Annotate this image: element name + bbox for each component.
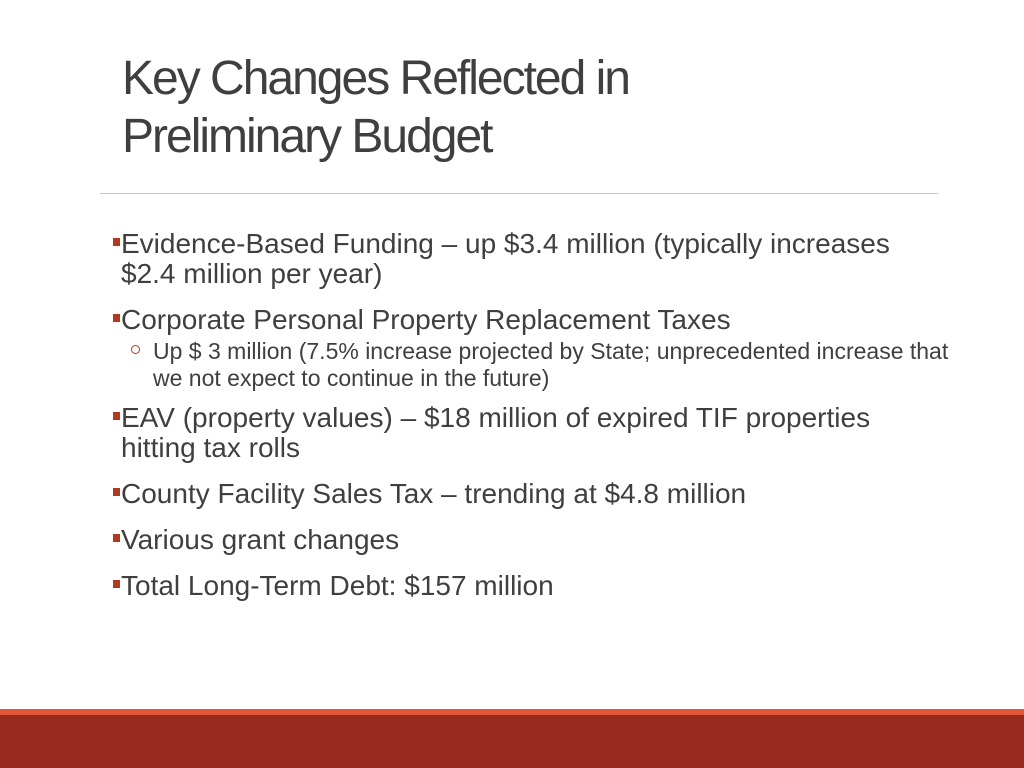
bullet-text: EAV (property values) – $18 million of e… (121, 402, 871, 463)
square-bullet-icon (113, 580, 120, 588)
sub-bullet-list: Up $ 3 million (7.5% increase projected … (121, 338, 950, 392)
slide-title: Key Changes Reflected in Preliminary Budg… (122, 50, 902, 166)
square-bullet-icon (113, 412, 120, 420)
sub-bullet-text: Up $ 3 million (7.5% increase projected … (153, 338, 949, 391)
bullet-item-county-facility-sales-tax: County Facility Sales Tax – trending at … (110, 479, 950, 509)
sub-bullet-item: Up $ 3 million (7.5% increase projected … (121, 338, 950, 392)
square-bullet-icon (113, 238, 120, 246)
bullet-item-grant-changes: Various grant changes (110, 525, 950, 555)
bullet-item-evidence-based-funding: Evidence-Based Funding – up $3.4 million… (110, 229, 950, 289)
bullet-item-long-term-debt: Total Long-Term Debt: $157 million (110, 571, 950, 601)
bullet-list: Evidence-Based Funding – up $3.4 million… (110, 229, 950, 617)
square-bullet-icon (113, 314, 120, 322)
bullet-text: Total Long-Term Debt: $157 million (121, 570, 554, 601)
title-divider (100, 193, 938, 194)
slide-title-line-1: Key Changes Reflected in (122, 52, 631, 105)
footer-band (0, 715, 1024, 768)
bullet-text: Corporate Personal Property Replacement … (121, 304, 731, 335)
circle-bullet-icon (131, 345, 140, 354)
bullet-text: Various grant changes (121, 524, 400, 555)
square-bullet-icon (113, 488, 120, 496)
slide-title-line-2: Preliminary Budget (122, 110, 494, 163)
footer-accent-line (0, 709, 1024, 715)
bullet-item-cppr-taxes: Corporate Personal Property Replacement … (110, 305, 950, 392)
bullet-text: Evidence-Based Funding – up $3.4 million… (121, 228, 890, 289)
square-bullet-icon (113, 534, 120, 542)
bullet-item-eav: EAV (property values) – $18 million of e… (110, 403, 950, 463)
bullet-text: County Facility Sales Tax – trending at … (121, 478, 747, 509)
